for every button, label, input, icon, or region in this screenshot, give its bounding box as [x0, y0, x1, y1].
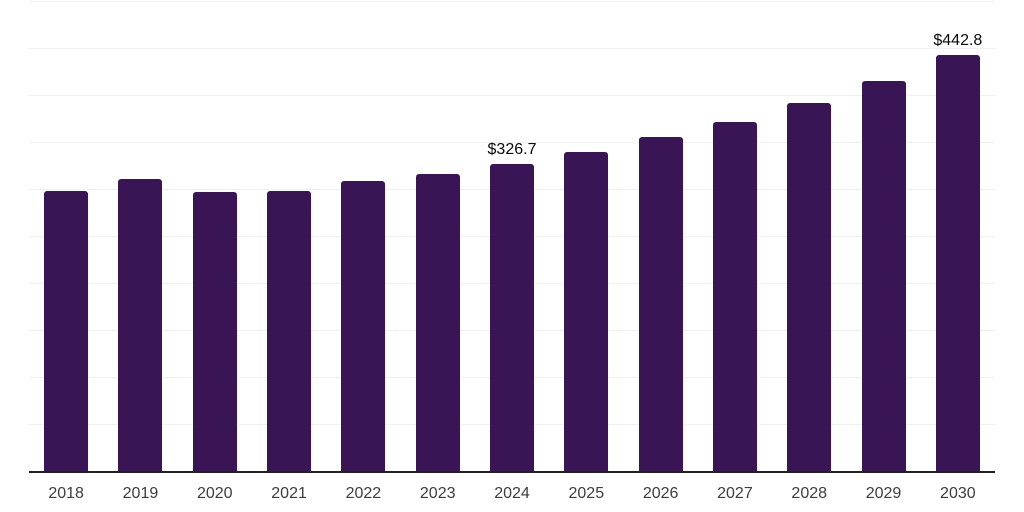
bar-2019: [118, 179, 163, 471]
data-label-2030: $442.8: [933, 31, 983, 49]
x-tick-label-2020: 2020: [196, 485, 233, 502]
x-axis-line: [29, 471, 995, 473]
data-label-2024: $326.7: [487, 140, 537, 158]
x-tick-label-2030: 2030: [940, 485, 976, 502]
x-tick-label-2028: 2028: [791, 485, 828, 502]
bar-2023: [415, 174, 460, 471]
bar-2018: [44, 190, 89, 471]
bar-2026: [638, 137, 683, 471]
plot-area: $326.7 $442.8: [29, 0, 995, 471]
gridline: [29, 142, 995, 143]
x-tick-label-2029: 2029: [865, 485, 902, 502]
x-tick-label-2023: 2023: [419, 485, 456, 502]
x-tick-label-2024: 2024: [494, 485, 530, 502]
x-tick-label-2026: 2026: [642, 485, 679, 502]
x-tick-label-2018: 2018: [48, 485, 84, 502]
bar-2029: [861, 80, 906, 471]
gridline: [29, 48, 995, 49]
bar-2030: [935, 54, 980, 471]
gridline: [29, 1, 995, 2]
x-tick-label-2021: 2021: [271, 485, 307, 502]
x-tick-label-2022: 2022: [345, 485, 382, 502]
gridline: [29, 95, 995, 96]
bar-2024: [490, 163, 534, 471]
x-tick-label-2019: 2019: [122, 485, 159, 502]
bar-2027: [712, 122, 757, 471]
bar-2022: [341, 181, 386, 471]
bar-2021: [267, 190, 312, 471]
bar-2020: [192, 191, 237, 471]
bar-2025: [564, 152, 609, 471]
x-tick-label-2025: 2025: [568, 485, 605, 502]
bar-2028: [787, 102, 832, 471]
x-tick-label-2027: 2027: [717, 485, 753, 502]
